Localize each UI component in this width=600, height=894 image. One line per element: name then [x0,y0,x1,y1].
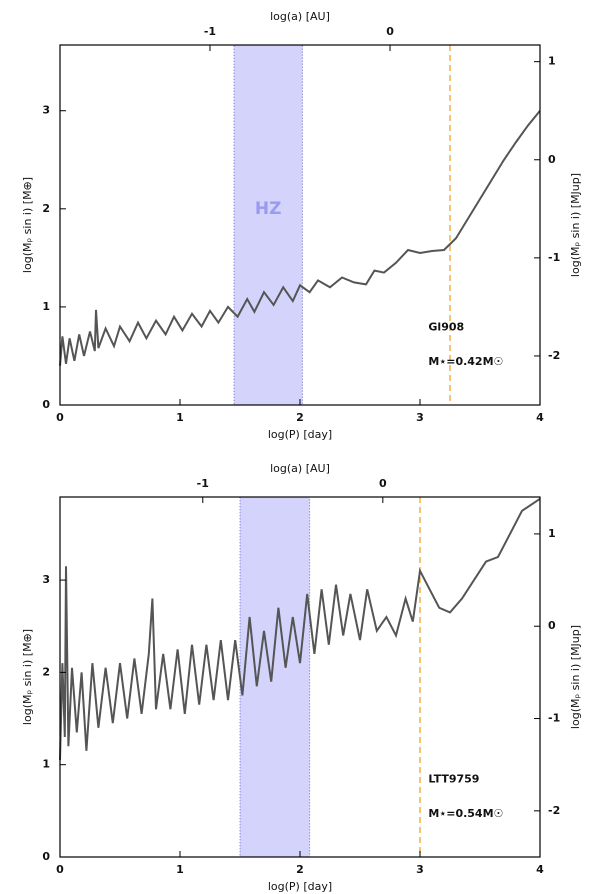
mass-limit-curve [59,110,541,366]
y2-tick-label: 1 [548,55,556,68]
x2-axis-label: log(a) [AU] [270,462,330,475]
x-tick-label: 4 [536,863,544,876]
y2-axis-label: log(Mₚ sin i) [MJup] [569,625,582,729]
x2-tick-label: -1 [197,477,209,490]
x-tick-label: 2 [296,863,304,876]
x2-tick-label: 0 [386,25,394,38]
habitable-zone [233,44,303,406]
x-tick-label: 4 [536,411,544,424]
y2-tick-label: -2 [548,349,560,362]
x-tick-label: 1 [176,863,184,876]
y2-tick-label: 1 [548,527,556,540]
x-tick-label: 0 [56,863,64,876]
y2-axis-label: log(Mₚ sin i) [MJup] [569,173,582,277]
x-axis-label: log(P) [day] [268,428,332,441]
x-tick-label: 3 [416,863,424,876]
y-tick-label: 0 [42,850,50,863]
y-tick-label: 0 [42,398,50,411]
star-name: LTT9759 [428,773,479,786]
star-mass: M⋆=0.42M☉ [428,355,503,368]
hz-label: HZ [255,199,282,219]
x2-axis-label: log(a) [AU] [270,10,330,23]
x-tick-label: 3 [416,411,424,424]
x2-tick-label: 0 [379,477,387,490]
y-tick-label: 3 [42,573,50,586]
y2-tick-label: -1 [548,712,560,725]
y2-tick-label: 0 [548,153,556,166]
y-tick-label: 2 [42,202,50,215]
y2-tick-label: -1 [548,251,560,264]
x-axis-label: log(P) [day] [268,880,332,893]
star-mass: M⋆=0.54M☉ [428,807,503,820]
y2-tick-label: 0 [548,619,556,632]
y2-tick-label: -2 [548,804,560,817]
star-name: Gl908 [428,321,464,334]
y-tick-label: 3 [42,104,50,117]
y-axis-label: log(Mₚ sin i) [M⊕] [21,177,34,273]
y-tick-label: 2 [42,665,50,678]
y-tick-label: 1 [42,300,50,313]
x2-tick-label: -1 [204,25,216,38]
y-axis-label: log(Mₚ sin i) [M⊕] [21,629,34,725]
y-tick-label: 1 [42,758,50,771]
habitable-zone [239,496,311,858]
x-tick-label: 0 [56,411,64,424]
x-tick-label: 2 [296,411,304,424]
mass-limit-curve [59,498,541,761]
x-tick-label: 1 [176,411,184,424]
